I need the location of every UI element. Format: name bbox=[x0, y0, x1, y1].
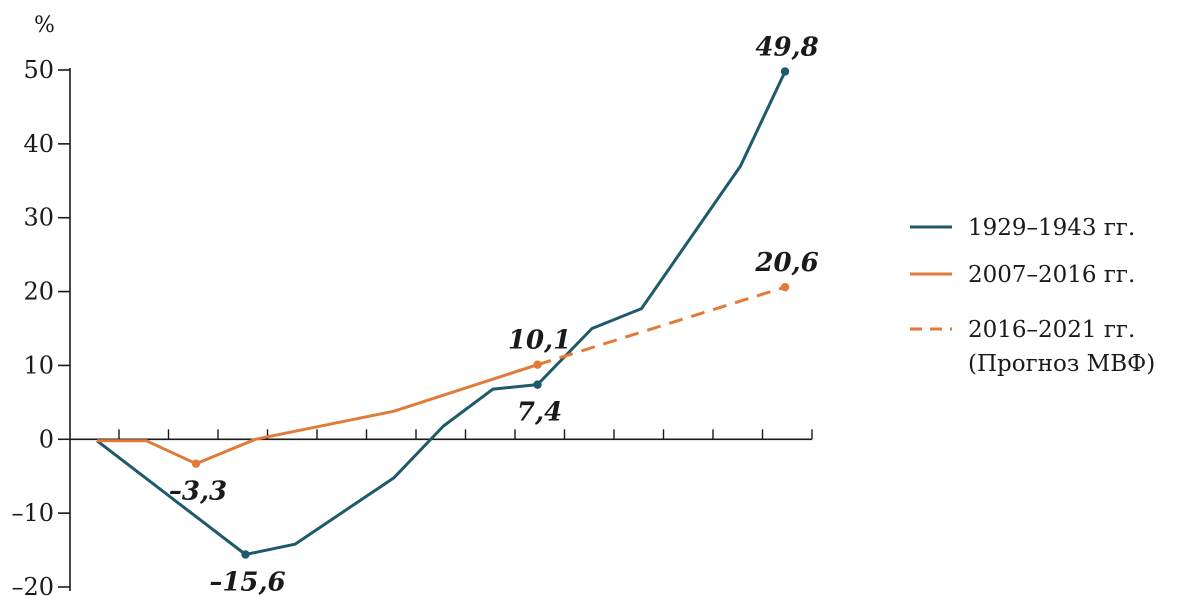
y-tick-label: 50 bbox=[23, 56, 54, 84]
data-point-marker bbox=[780, 67, 790, 76]
data-labels: 49,8 7,4 –15,6 –3,3 10,1 20,6 bbox=[169, 32, 819, 596]
legend-label: 2016–2021 гг. bbox=[968, 317, 1135, 343]
legend-label: 2007–2016 гг. bbox=[968, 262, 1135, 288]
legend: 1929–1943 гг. 2007–2016 гг. 2016–2021 гг. (… bbox=[910, 215, 1155, 377]
data-label: –15,6 bbox=[209, 568, 285, 596]
legend-label: 1929–1943 гг. bbox=[968, 215, 1135, 241]
data-point-marker bbox=[780, 282, 790, 292]
y-tick-label: 0 bbox=[39, 425, 54, 453]
data-point-marker bbox=[191, 459, 201, 468]
y-tick-label: –10 bbox=[11, 499, 54, 527]
series-lines bbox=[96, 70, 787, 556]
legend-item: 2016–2021 гг. (Прогноз МВФ) bbox=[910, 317, 1155, 377]
legend-item: 1929–1943 гг. bbox=[910, 215, 1135, 241]
y-tick-label: 20 bbox=[23, 278, 54, 306]
data-label: –3,3 bbox=[169, 477, 227, 507]
series-line-1 bbox=[97, 363, 538, 466]
data-markers bbox=[191, 67, 790, 559]
series-line-0 bbox=[96, 70, 787, 556]
y-tick-label: 30 bbox=[23, 204, 54, 232]
y-tick-label: –20 bbox=[11, 573, 54, 596]
data-label: 20,6 bbox=[754, 248, 818, 278]
data-point-marker bbox=[533, 360, 542, 369]
y-tick-label: 40 bbox=[23, 130, 54, 158]
axes: 50 40 30 20 10 0 –10 –20 bbox=[11, 56, 813, 596]
y-tick-label: 10 bbox=[23, 351, 54, 379]
data-point-marker bbox=[533, 380, 542, 389]
data-point-marker bbox=[241, 550, 250, 559]
legend-item: 2007–2016 гг. bbox=[910, 262, 1135, 288]
y-axis-unit-label: % bbox=[34, 13, 55, 38]
series-line-2 bbox=[537, 285, 786, 367]
legend-label: (Прогноз МВФ) bbox=[968, 351, 1155, 377]
data-label: 10,1 bbox=[508, 326, 571, 356]
data-label: 49,8 bbox=[755, 32, 818, 62]
data-label: 7,4 bbox=[517, 398, 562, 428]
